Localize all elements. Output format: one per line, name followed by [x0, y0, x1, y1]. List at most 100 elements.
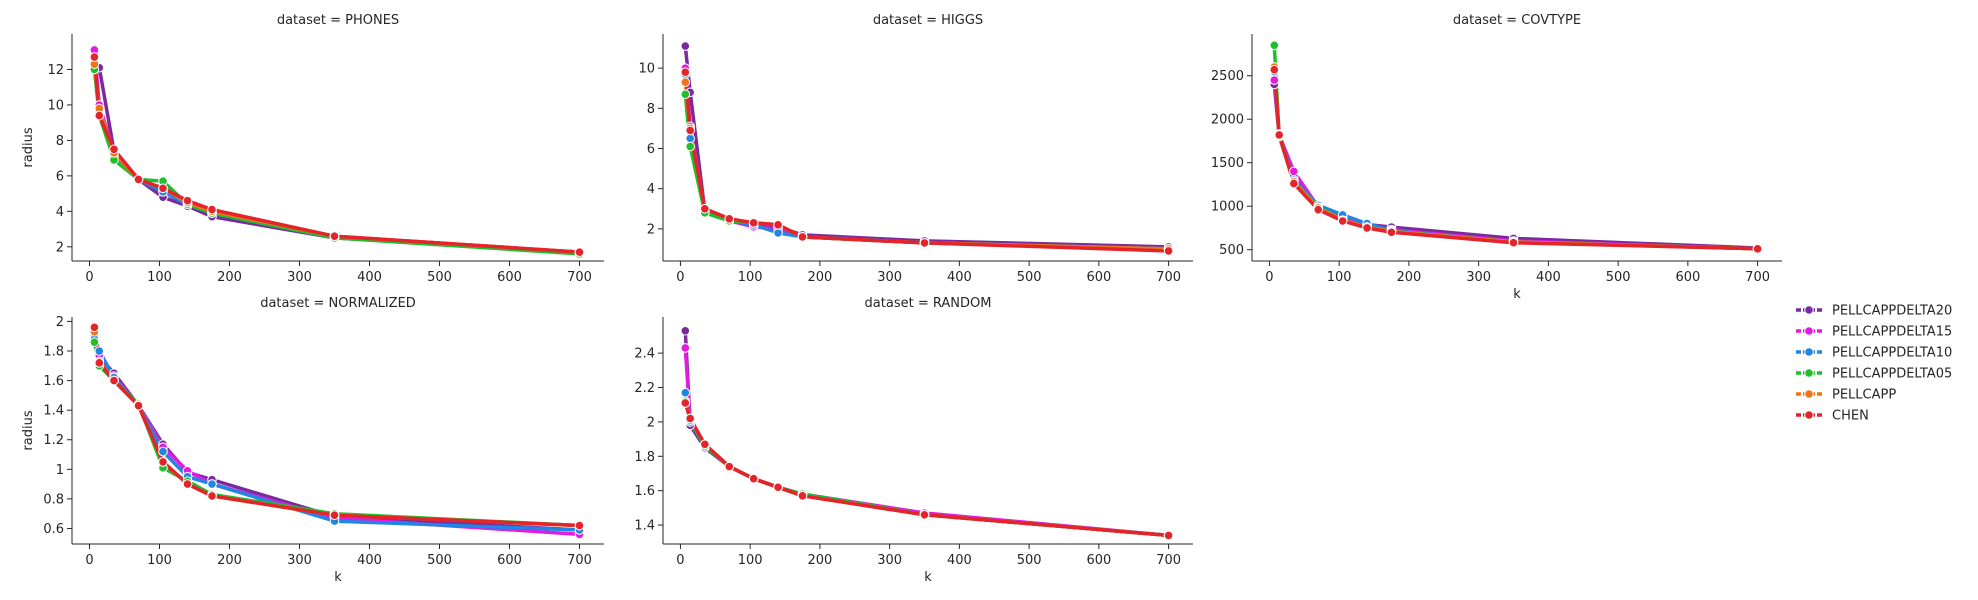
data-point-chen: [329, 510, 340, 520]
legend-label: CHEN: [1832, 409, 1869, 424]
data-point-pellcappdelta05: [89, 337, 100, 347]
series-line-pellcappdelta20: [92, 65, 582, 254]
data-point-chen: [1386, 227, 1397, 238]
data-point-chen: [574, 247, 585, 257]
legend-item: PELLCAPPDELTA10: [1796, 346, 1952, 361]
series-line-pellcappdelta15: [683, 346, 1171, 538]
x-tick-label: 600: [497, 553, 522, 568]
data-point-chen: [109, 144, 119, 155]
y-tick-label: 1000: [1211, 200, 1244, 215]
data-point-chen: [797, 491, 808, 501]
data-point-chen: [1289, 178, 1299, 189]
series-line-pellcappdelta10: [92, 337, 582, 532]
x-tick-label: 300: [287, 553, 312, 568]
y-tick-label: 1.4: [43, 404, 64, 419]
x-tick-label: 300: [877, 553, 902, 568]
data-point-pellcappdelta15: [680, 343, 691, 353]
x-tick-label: 500: [1606, 270, 1631, 285]
x-tick-label: 500: [427, 553, 452, 568]
x-tick-label: 100: [147, 553, 172, 568]
data-point-chen: [329, 231, 340, 241]
series-line-pellcappdelta05: [92, 67, 582, 256]
y-tick-label: 500: [1219, 243, 1244, 258]
legend-item: PELLCAPPDELTA20: [1796, 304, 1952, 319]
x-tick-label: 700: [1745, 270, 1770, 285]
data-point-chen: [1163, 246, 1174, 256]
data-point-pellcappdelta10: [207, 479, 217, 489]
x-tick-label: 300: [287, 270, 312, 285]
data-point-chen: [685, 413, 695, 424]
x-tick-label: 0: [676, 270, 684, 285]
data-point-pellcappdelta10: [158, 446, 168, 457]
series-line-pellcappdelta20: [92, 327, 582, 532]
y-tick-label: 2: [56, 315, 64, 330]
series-line-pellcappdelta15: [92, 334, 582, 537]
legend-label: PELLCAPPDELTA10: [1832, 346, 1952, 361]
x-tick-label: 700: [567, 270, 592, 285]
data-point-chen: [724, 461, 735, 472]
panel-title: dataset = HIGGS: [873, 13, 983, 28]
data-point-chen: [748, 218, 759, 228]
data-point-chen: [797, 232, 808, 242]
panel-title: dataset = RANDOM: [865, 296, 992, 311]
legend-label: PELLCAPP: [1832, 388, 1896, 403]
panel-title: dataset = COVTYPE: [1453, 13, 1581, 28]
x-tick-label: 700: [1156, 553, 1181, 568]
x-tick-label: 600: [497, 270, 522, 285]
chart-panel-2: dataset = HIGGS 0 100 200 300 400 500 600 700 2 4 6…: [638, 13, 1193, 285]
data-point-pellcappdelta10: [685, 133, 695, 144]
y-tick-label: 10: [638, 62, 655, 77]
data-point-pellcappdelta15: [1289, 166, 1299, 177]
x-tick-label: 100: [738, 553, 763, 568]
series-line-pellcappdelta20: [683, 329, 1171, 538]
data-point-chen: [773, 482, 783, 493]
x-tick-label: 600: [1675, 270, 1700, 285]
x-tick-label: 700: [567, 553, 592, 568]
data-point-pellcappdelta05: [685, 141, 695, 152]
y-tick-label: 12: [47, 63, 64, 78]
x-tick-label: 500: [1017, 270, 1042, 285]
y-tick-label: 2.2: [634, 381, 655, 396]
chart-panel-1: dataset = PHONES 0 100 200 300 400 500 600 700 2 4…: [21, 13, 604, 285]
y-tick-label: 1500: [1211, 156, 1244, 171]
series-line-pellcappdelta15: [92, 48, 582, 254]
x-tick-label: 400: [947, 270, 972, 285]
legend-item: PELLCAPPDELTA15: [1796, 325, 1952, 340]
data-point-chen: [89, 52, 100, 62]
y-tick-label: 2500: [1211, 69, 1244, 84]
chart-panel-3: dataset = COVTYPE 0 100 200 300 400 500 600 700 5…: [1211, 13, 1782, 302]
data-point-chen: [700, 439, 710, 450]
data-point-chen: [1752, 244, 1763, 254]
y-tick-label: 0.8: [43, 492, 64, 507]
y-tick-label: 1: [56, 463, 64, 478]
data-point-chen: [94, 110, 105, 121]
x-tick-label: 100: [738, 270, 763, 285]
legend-swatch-marker: [1804, 410, 1814, 420]
y-tick-label: 10: [47, 98, 64, 113]
data-point-pellcappdelta05: [680, 89, 691, 100]
data-point-chen: [109, 375, 119, 386]
y-tick-label: 8: [56, 134, 64, 149]
data-point-chen: [207, 491, 217, 501]
series-line-pellcappdelta05: [92, 340, 582, 528]
legend-swatch-marker: [1804, 347, 1814, 357]
data-point-pellcappdelta05: [1269, 40, 1280, 51]
x-tick-label: 400: [1536, 270, 1561, 285]
x-tick-label: 200: [807, 553, 832, 568]
data-point-chen: [1274, 130, 1284, 140]
legend-label: PELLCAPPDELTA05: [1832, 367, 1952, 382]
x-tick-label: 0: [85, 553, 93, 568]
x-tick-label: 300: [1466, 270, 1491, 285]
data-point-chen: [94, 358, 105, 368]
data-point-pellcappdelta15: [1269, 75, 1280, 85]
legend-item: PELLCAPP: [1796, 388, 1896, 403]
y-tick-label: 0.6: [43, 522, 64, 537]
data-point-pellcappdelta10: [94, 346, 105, 356]
data-point-pellcapp: [680, 77, 691, 88]
x-tick-label: 700: [1156, 270, 1181, 285]
data-point-chen: [1163, 530, 1174, 541]
data-point-chen: [919, 238, 930, 248]
y-tick-label: 2000: [1211, 113, 1244, 128]
x-tick-label: 500: [1017, 553, 1042, 568]
